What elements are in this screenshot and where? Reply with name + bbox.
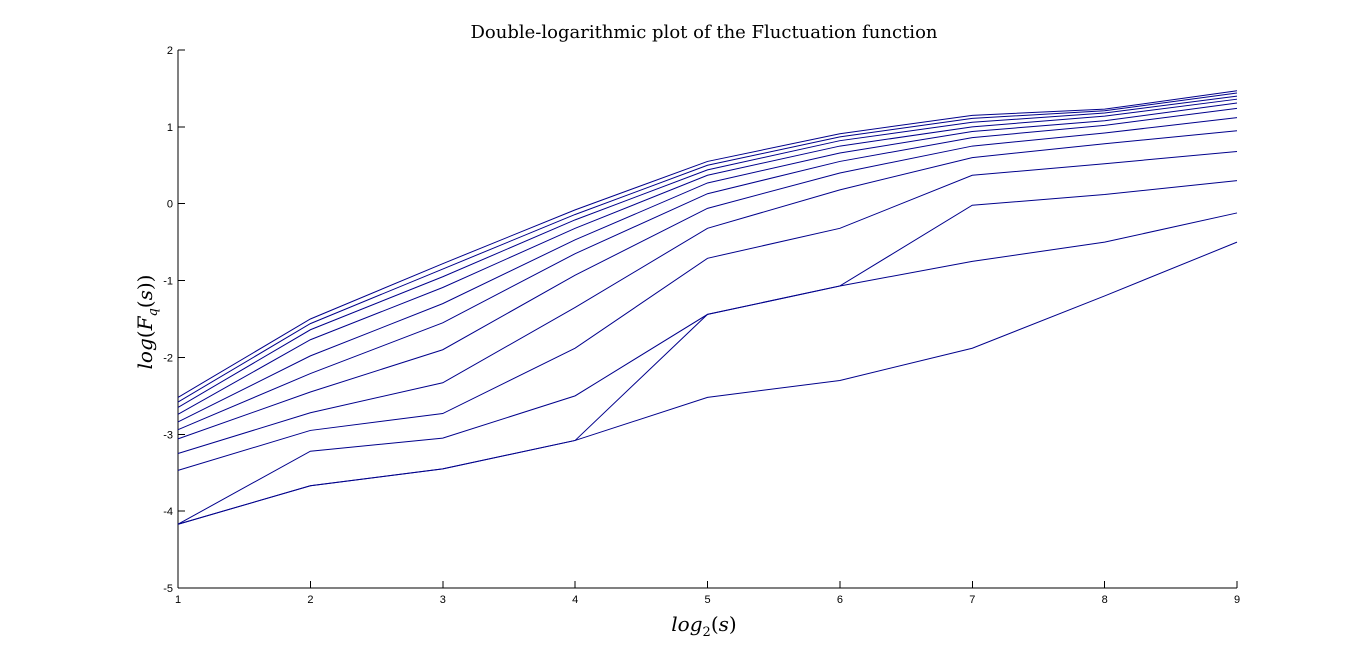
y-axis-label: log(Fq(s)) <box>133 275 161 370</box>
x-tick-label: 4 <box>572 594 578 606</box>
series-line-1 <box>177 90 1238 398</box>
series-line-6 <box>177 107 1238 431</box>
x-tick-label: 9 <box>1234 594 1240 606</box>
x-tick-label: 5 <box>704 594 710 606</box>
series-line-10 <box>177 180 1238 525</box>
y-tick-label: -4 <box>163 506 173 518</box>
tick-layer: 1 2 3 4 5 6 7 8 9 -5 -4 -3 -2 -1 0 1 2 <box>163 45 1240 606</box>
series-line-3 <box>177 95 1238 408</box>
series-layer <box>177 90 1238 525</box>
series-line-8 <box>177 130 1238 454</box>
series-line-9 <box>177 150 1238 471</box>
y-tick-label: 1 <box>167 122 173 134</box>
x-tick-label: 7 <box>969 594 975 606</box>
series-line-12 <box>177 212 1238 525</box>
series-line-7 <box>177 117 1238 440</box>
y-tick-label: 0 <box>167 199 173 211</box>
series-line-4 <box>177 98 1238 415</box>
x-tick-label: 6 <box>837 594 843 606</box>
series-line-2 <box>177 92 1238 403</box>
x-tick-label: 2 <box>307 594 313 606</box>
y-tick-label: -5 <box>163 583 173 595</box>
x-tick-label: 1 <box>175 594 181 606</box>
y-tick-label: 2 <box>167 45 173 57</box>
x-axis-label: log2(s) <box>671 612 736 640</box>
chart-title: Double-logarithmic plot of the Fluctuati… <box>471 22 938 43</box>
x-tick-label: 3 <box>440 594 446 606</box>
series-line-5 <box>177 102 1238 423</box>
y-tick-label: -3 <box>163 429 173 441</box>
y-tick-label: -1 <box>163 276 173 288</box>
x-tick-label: 8 <box>1102 594 1108 606</box>
y-tick-label: -2 <box>163 352 173 364</box>
